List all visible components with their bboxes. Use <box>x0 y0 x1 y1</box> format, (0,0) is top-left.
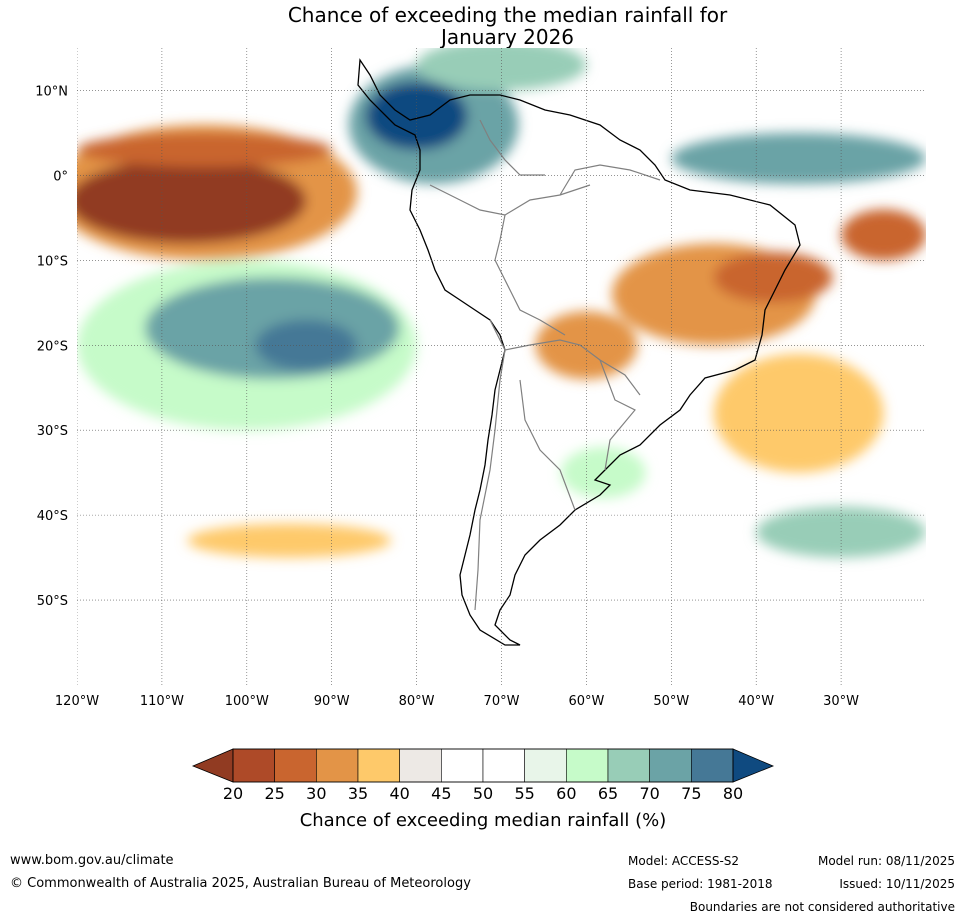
colorbar-segment <box>357 748 400 783</box>
region-atlantic-equatorial-wet <box>671 132 926 184</box>
region-argentine-sea-wet <box>560 447 646 499</box>
latitude-tick-label: 10°S <box>37 254 68 269</box>
region-south-atlantic-wet <box>756 506 926 558</box>
colorbar-title: Chance of exceeding median rainfall (%) <box>300 810 667 831</box>
title-line-2: January 2026 <box>440 25 575 49</box>
latitude-tick-label: 40°S <box>37 509 68 524</box>
colorbar-tick-label: 25 <box>264 784 284 803</box>
colorbar-segment <box>649 748 692 783</box>
longitude-tick-label: 40°W <box>738 694 774 709</box>
latitude-labels: 10°N 0° 10°S 20°S 30°S 40°S 50°S <box>35 84 68 609</box>
colorbar-segment <box>274 748 317 783</box>
colorbar-tick-label: 55 <box>514 784 534 803</box>
region-south-pacific-40s-dry <box>187 523 392 558</box>
colorbar-tick-label: 65 <box>598 784 618 803</box>
footer-model: Model: ACCESS-S2 <box>628 854 740 868</box>
longitude-tick-label: 80°W <box>399 694 435 709</box>
region-pacific-equatorial-dry <box>77 158 307 244</box>
latitude-tick-label: 0° <box>53 169 68 184</box>
map-title: Chance of exceeding the median rainfall … <box>0 4 965 48</box>
region-pacific-north-band-dry <box>77 132 332 167</box>
colorbar-tick-label: 30 <box>306 784 326 803</box>
footer-disclaimer: Boundaries are not considered authoritat… <box>689 900 955 914</box>
colorbar-low-extend <box>191 748 234 783</box>
longitude-labels: 120°W 110°W 100°W 90°W 80°W 70°W 60°W 50°W 40°W 3… <box>55 694 859 709</box>
footer-issued: Issued: 10/11/2025 <box>839 877 955 891</box>
rainfall-probability-layer <box>77 48 926 558</box>
region-atlantic-south-dry <box>713 353 884 473</box>
graticule <box>77 48 926 685</box>
colorbar-segment <box>232 748 275 783</box>
colorbar-high-extend <box>732 748 775 783</box>
region-atlantic-east-dry <box>841 209 926 261</box>
latitude-tick-label: 20°S <box>37 339 68 354</box>
colorbar-tick-label: 45 <box>431 784 451 803</box>
colorbar: 20 25 30 35 40 45 50 55 60 65 70 75 80 Chance of exc… <box>191 748 775 831</box>
region-south-pacific-wet-core <box>255 319 358 371</box>
longitude-tick-label: 90°W <box>314 694 350 709</box>
colorbar-segment <box>607 748 650 783</box>
colorbar-segment <box>566 748 609 783</box>
colorbar-segment <box>524 748 567 783</box>
longitude-tick-label: 120°W <box>55 694 99 709</box>
colorbar-tick-label: 75 <box>681 784 701 803</box>
longitude-tick-label: 50°W <box>653 694 689 709</box>
colorbar-tick-label: 60 <box>556 784 576 803</box>
colorbar-tick-label: 80 <box>723 784 743 803</box>
longitude-tick-label: 30°W <box>823 694 859 709</box>
title-line-1: Chance of exceeding the median rainfall … <box>287 3 728 27</box>
south-america-coastline <box>357 58 801 646</box>
country-borders <box>429 119 661 611</box>
longitude-tick-label: 60°W <box>568 694 604 709</box>
longitude-tick-label: 70°W <box>484 694 520 709</box>
longitude-tick-label: 110°W <box>140 694 184 709</box>
latitude-tick-label: 50°S <box>37 594 68 609</box>
colorbar-segment <box>316 748 359 783</box>
colorbar-segment <box>482 748 525 783</box>
region-caribbean-wet <box>416 48 587 91</box>
region-colombia-wet-core <box>365 81 468 150</box>
colorbar-segment <box>441 748 484 783</box>
colorbar-segment <box>399 748 442 783</box>
colorbar-tick-label: 40 <box>389 784 409 803</box>
colorbar-segment <box>691 748 734 783</box>
footer-model-run: Model run: 08/11/2025 <box>817 854 955 868</box>
colorbar-tick-label: 20 <box>223 784 243 803</box>
latitude-tick-label: 10°N <box>35 84 68 99</box>
colorbar-tick-label: 50 <box>473 784 493 803</box>
longitude-tick-label: 100°W <box>225 694 269 709</box>
footer-copyright: © Commonwealth of Australia 2025, Austra… <box>10 876 471 891</box>
colorbar-tick-label: 70 <box>639 784 659 803</box>
footer-base-period: Base period: 1981-2018 <box>628 877 773 891</box>
region-brazil-dry-core <box>713 251 833 303</box>
latitude-tick-label: 30°S <box>37 424 68 439</box>
footer-website[interactable]: www.bom.gov.au/climate <box>10 853 174 868</box>
colorbar-tick-label: 35 <box>348 784 368 803</box>
